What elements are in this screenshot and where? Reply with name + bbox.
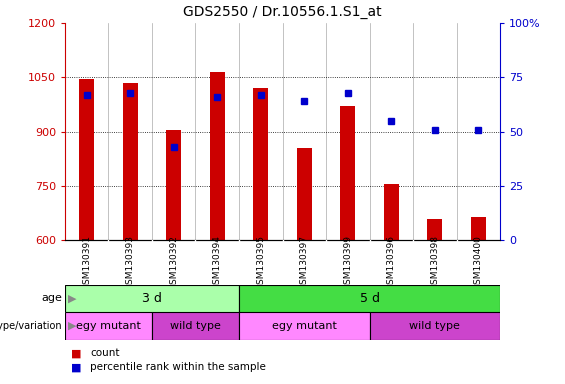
Text: wild type: wild type xyxy=(170,321,221,331)
Bar xyxy=(210,72,225,240)
Bar xyxy=(471,217,486,240)
Text: age: age xyxy=(41,293,62,303)
Bar xyxy=(384,184,399,240)
Bar xyxy=(253,88,268,240)
Text: GSM130398: GSM130398 xyxy=(431,235,439,290)
Bar xyxy=(239,285,500,312)
Text: 5 d: 5 d xyxy=(359,292,380,305)
Text: wild type: wild type xyxy=(409,321,460,331)
Bar xyxy=(427,218,442,240)
Text: genotype/variation: genotype/variation xyxy=(0,321,62,331)
Bar xyxy=(370,312,500,340)
Text: count: count xyxy=(90,348,120,358)
Bar xyxy=(239,312,370,340)
Bar xyxy=(123,83,138,240)
Text: GSM130395: GSM130395 xyxy=(257,235,265,290)
Bar xyxy=(79,79,94,240)
Text: ▶: ▶ xyxy=(68,293,76,303)
Bar xyxy=(152,312,239,340)
Text: 3 d: 3 d xyxy=(142,292,162,305)
Text: percentile rank within the sample: percentile rank within the sample xyxy=(90,362,266,372)
Text: GSM130393: GSM130393 xyxy=(126,235,134,290)
Text: GSM130392: GSM130392 xyxy=(170,235,178,290)
Text: GSM130391: GSM130391 xyxy=(82,235,91,290)
Text: egy mutant: egy mutant xyxy=(272,321,337,331)
Bar xyxy=(297,148,312,240)
Text: GSM130397: GSM130397 xyxy=(300,235,308,290)
Text: egy mutant: egy mutant xyxy=(76,321,141,331)
Bar xyxy=(65,312,152,340)
Text: GSM130394: GSM130394 xyxy=(213,235,221,290)
Bar xyxy=(166,130,181,240)
Text: GSM130399: GSM130399 xyxy=(344,235,352,290)
Bar xyxy=(65,285,239,312)
Text: GSM130396: GSM130396 xyxy=(387,235,396,290)
Text: ■: ■ xyxy=(71,348,81,358)
Title: GDS2550 / Dr.10556.1.S1_at: GDS2550 / Dr.10556.1.S1_at xyxy=(183,5,382,19)
Text: GSM130400: GSM130400 xyxy=(474,235,483,290)
Text: ▶: ▶ xyxy=(68,321,76,331)
Text: ■: ■ xyxy=(71,362,81,372)
Bar xyxy=(340,106,355,240)
